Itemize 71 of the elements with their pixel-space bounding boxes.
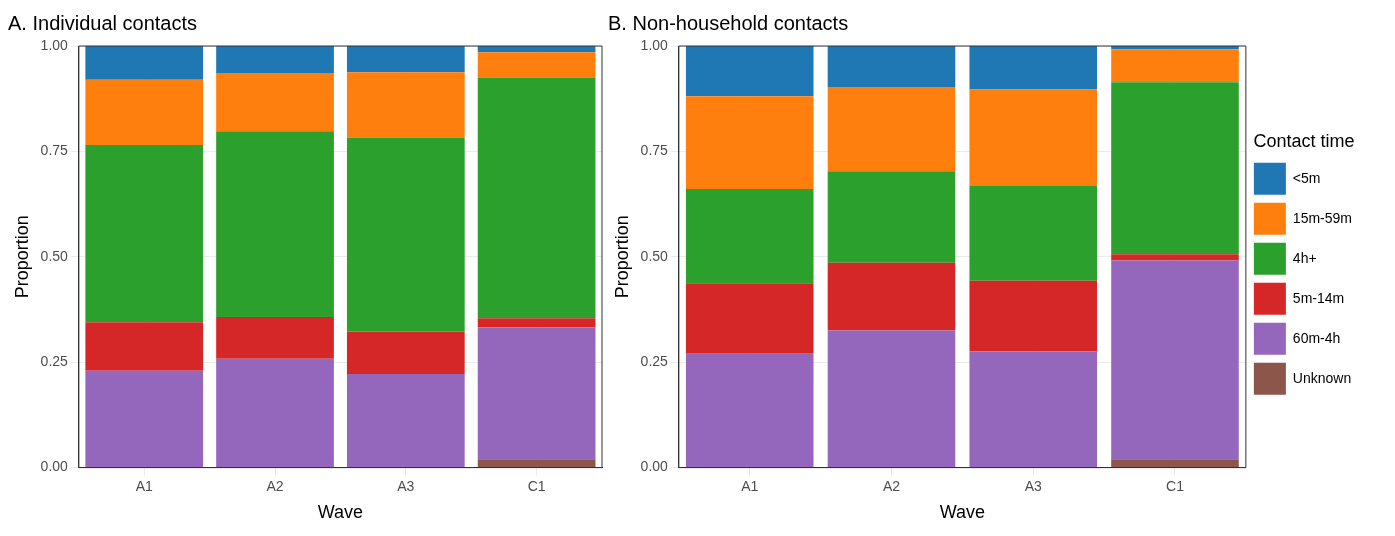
bar <box>827 171 956 263</box>
bar <box>477 459 596 468</box>
y-tick-label: 0.25 <box>40 353 69 370</box>
bar <box>1111 254 1239 261</box>
legend-title: Contact time <box>1253 131 1355 152</box>
legend-label: 60m-4h <box>1292 329 1341 346</box>
bar <box>477 52 596 78</box>
bar <box>969 46 1098 90</box>
bar <box>477 77 596 319</box>
bar <box>85 322 204 371</box>
x-tick-label: A3 <box>397 477 415 494</box>
y-tick-label: 1.00 <box>40 36 69 53</box>
bar <box>216 131 334 318</box>
bar <box>85 46 204 80</box>
bar <box>1111 82 1239 255</box>
legend-label: 15m-59m <box>1292 209 1353 226</box>
bar <box>969 185 1098 281</box>
bar <box>346 46 465 73</box>
bar <box>685 283 814 354</box>
x-tick-label: C1 <box>1166 477 1185 494</box>
x-tick-label: A1 <box>135 477 154 494</box>
bar <box>1111 459 1239 468</box>
x-axis-title: Wave <box>939 502 986 523</box>
y-tick-label: 1.00 <box>640 36 669 53</box>
y-axis-title: Proportion <box>11 215 32 299</box>
bar <box>1111 260 1239 460</box>
bar <box>346 137 465 332</box>
bar <box>969 89 1098 186</box>
x-tick-label: A3 <box>1024 477 1043 494</box>
y-tick-label: 0.00 <box>40 458 69 475</box>
legend-label: Unknown <box>1292 369 1352 386</box>
bar <box>969 351 1098 468</box>
bar <box>477 327 596 460</box>
y-tick-label: 0.50 <box>640 247 669 264</box>
bar <box>685 188 814 284</box>
y-tick-label: 0.25 <box>640 353 669 370</box>
legend-label: 5m-14m <box>1292 289 1345 306</box>
bar <box>685 353 814 468</box>
bar <box>85 145 204 323</box>
bar <box>1111 49 1239 83</box>
legend-label: 4h+ <box>1292 249 1317 266</box>
bar <box>827 330 956 468</box>
bar <box>827 46 956 87</box>
bar <box>346 331 465 375</box>
chart-title: A. Individual contacts <box>8 11 197 34</box>
bar <box>85 370 204 468</box>
bar <box>969 280 1098 352</box>
bar <box>216 46 334 73</box>
bar <box>216 317 334 359</box>
bar <box>346 72 465 138</box>
x-tick-label: A1 <box>741 477 759 494</box>
bar <box>685 96 814 189</box>
y-tick-label: 0.75 <box>40 142 69 159</box>
y-tick-label: 0.75 <box>640 142 669 159</box>
y-axis-title: Proportion <box>611 215 632 299</box>
bar <box>477 318 596 328</box>
x-tick-label: A2 <box>266 477 284 494</box>
bar <box>216 358 334 468</box>
x-tick-label: A2 <box>882 477 901 494</box>
x-axis-title: Wave <box>317 502 364 523</box>
bar <box>685 46 814 97</box>
legend-label: <5m <box>1292 169 1321 186</box>
chart-title: B. Non-household contacts <box>608 11 849 34</box>
x-tick-label: C1 <box>527 477 546 494</box>
bar <box>827 262 956 331</box>
y-tick-label: 0.50 <box>40 247 69 264</box>
bar <box>827 86 956 172</box>
bar <box>346 374 465 468</box>
y-tick-label: 0.00 <box>640 458 669 475</box>
bar <box>85 79 204 146</box>
bar <box>216 72 334 132</box>
